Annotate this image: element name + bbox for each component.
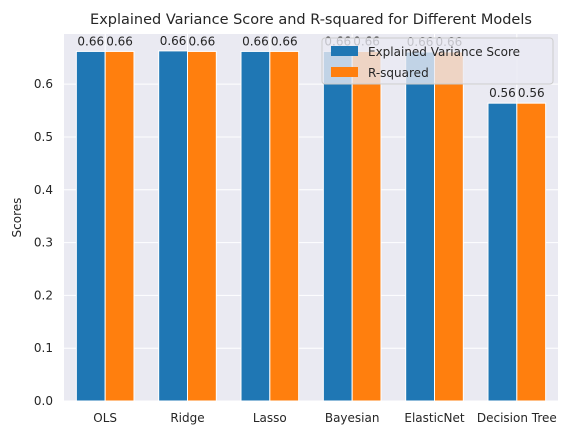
- value-label-explained-variance-score-ridge: 0.66: [160, 34, 187, 48]
- y-tick-label: 0.1: [34, 341, 53, 355]
- bar-explained-variance-score-lasso: [240, 50, 271, 402]
- bar-r-squared-bayesian: [351, 50, 382, 402]
- x-tick-label-bayesian: Bayesian: [325, 411, 380, 425]
- value-label-r-squared-ols: 0.66: [106, 34, 133, 48]
- y-tick-label: 0.4: [34, 183, 53, 197]
- legend: Explained Variance Score R-squared: [321, 37, 554, 85]
- bar-explained-variance-score-ridge: [158, 50, 188, 402]
- value-label-explained-variance-score-lasso: 0.66: [242, 34, 269, 48]
- y-axis-label: Scores: [10, 198, 24, 238]
- value-label-explained-variance-score-ols: 0.66: [77, 34, 104, 48]
- y-tick-label: 0.2: [34, 288, 53, 302]
- plot-area: [64, 34, 558, 401]
- legend-label-explained-variance-score: Explained Variance Score: [368, 45, 520, 59]
- x-tick-label-ridge: Ridge: [170, 411, 204, 425]
- value-label-r-squared-lasso: 0.66: [271, 34, 298, 48]
- legend-label-r-squared: R-squared: [368, 66, 429, 80]
- bar-explained-variance-score-bayesian: [322, 50, 353, 402]
- bar-r-squared-ridge: [187, 50, 217, 402]
- y-tick-label: 0.5: [34, 130, 53, 144]
- x-tick-label-lasso: Lasso: [253, 411, 287, 425]
- value-label-r-squared-ridge: 0.66: [189, 34, 216, 48]
- x-axis-ticks: OLS Ridge Lasso Bayesian ElasticNet Decision …: [93, 411, 556, 425]
- bar-r-squared-elasticnet: [434, 51, 464, 402]
- y-tick-label: 0.0: [34, 394, 53, 408]
- bar-explained-variance-score-ols: [75, 50, 106, 402]
- x-tick-label-ols: OLS: [93, 411, 117, 425]
- legend-swatch-r-squared: [331, 67, 358, 77]
- bar-r-squared-lasso: [269, 50, 300, 402]
- chart-title: Explained Variance Score and R-squared f…: [90, 12, 532, 28]
- legend-swatch-explained-variance-score: [331, 46, 358, 56]
- bar-r-squared-ols: [104, 50, 135, 402]
- y-tick-label: 0.3: [34, 236, 53, 250]
- bar-explained-variance-score-elasticnet: [405, 51, 435, 402]
- bar-r-squared-decision-tree: [516, 102, 547, 402]
- x-tick-label-decision-tree: Decision Tree: [477, 411, 557, 425]
- y-axis-ticks: 0.0 0.1 0.2 0.3 0.4 0.5 0.6: [34, 77, 53, 408]
- bars: [75, 50, 547, 402]
- value-label-r-squared-decision-tree: 0.56: [518, 86, 545, 100]
- legend-box: [321, 37, 554, 85]
- y-tick-label: 0.6: [34, 77, 53, 91]
- x-tick-label-elasticnet: ElasticNet: [404, 411, 465, 425]
- value-label-explained-variance-score-decision-tree: 0.56: [489, 86, 516, 100]
- bar-explained-variance-score-decision-tree: [487, 102, 518, 402]
